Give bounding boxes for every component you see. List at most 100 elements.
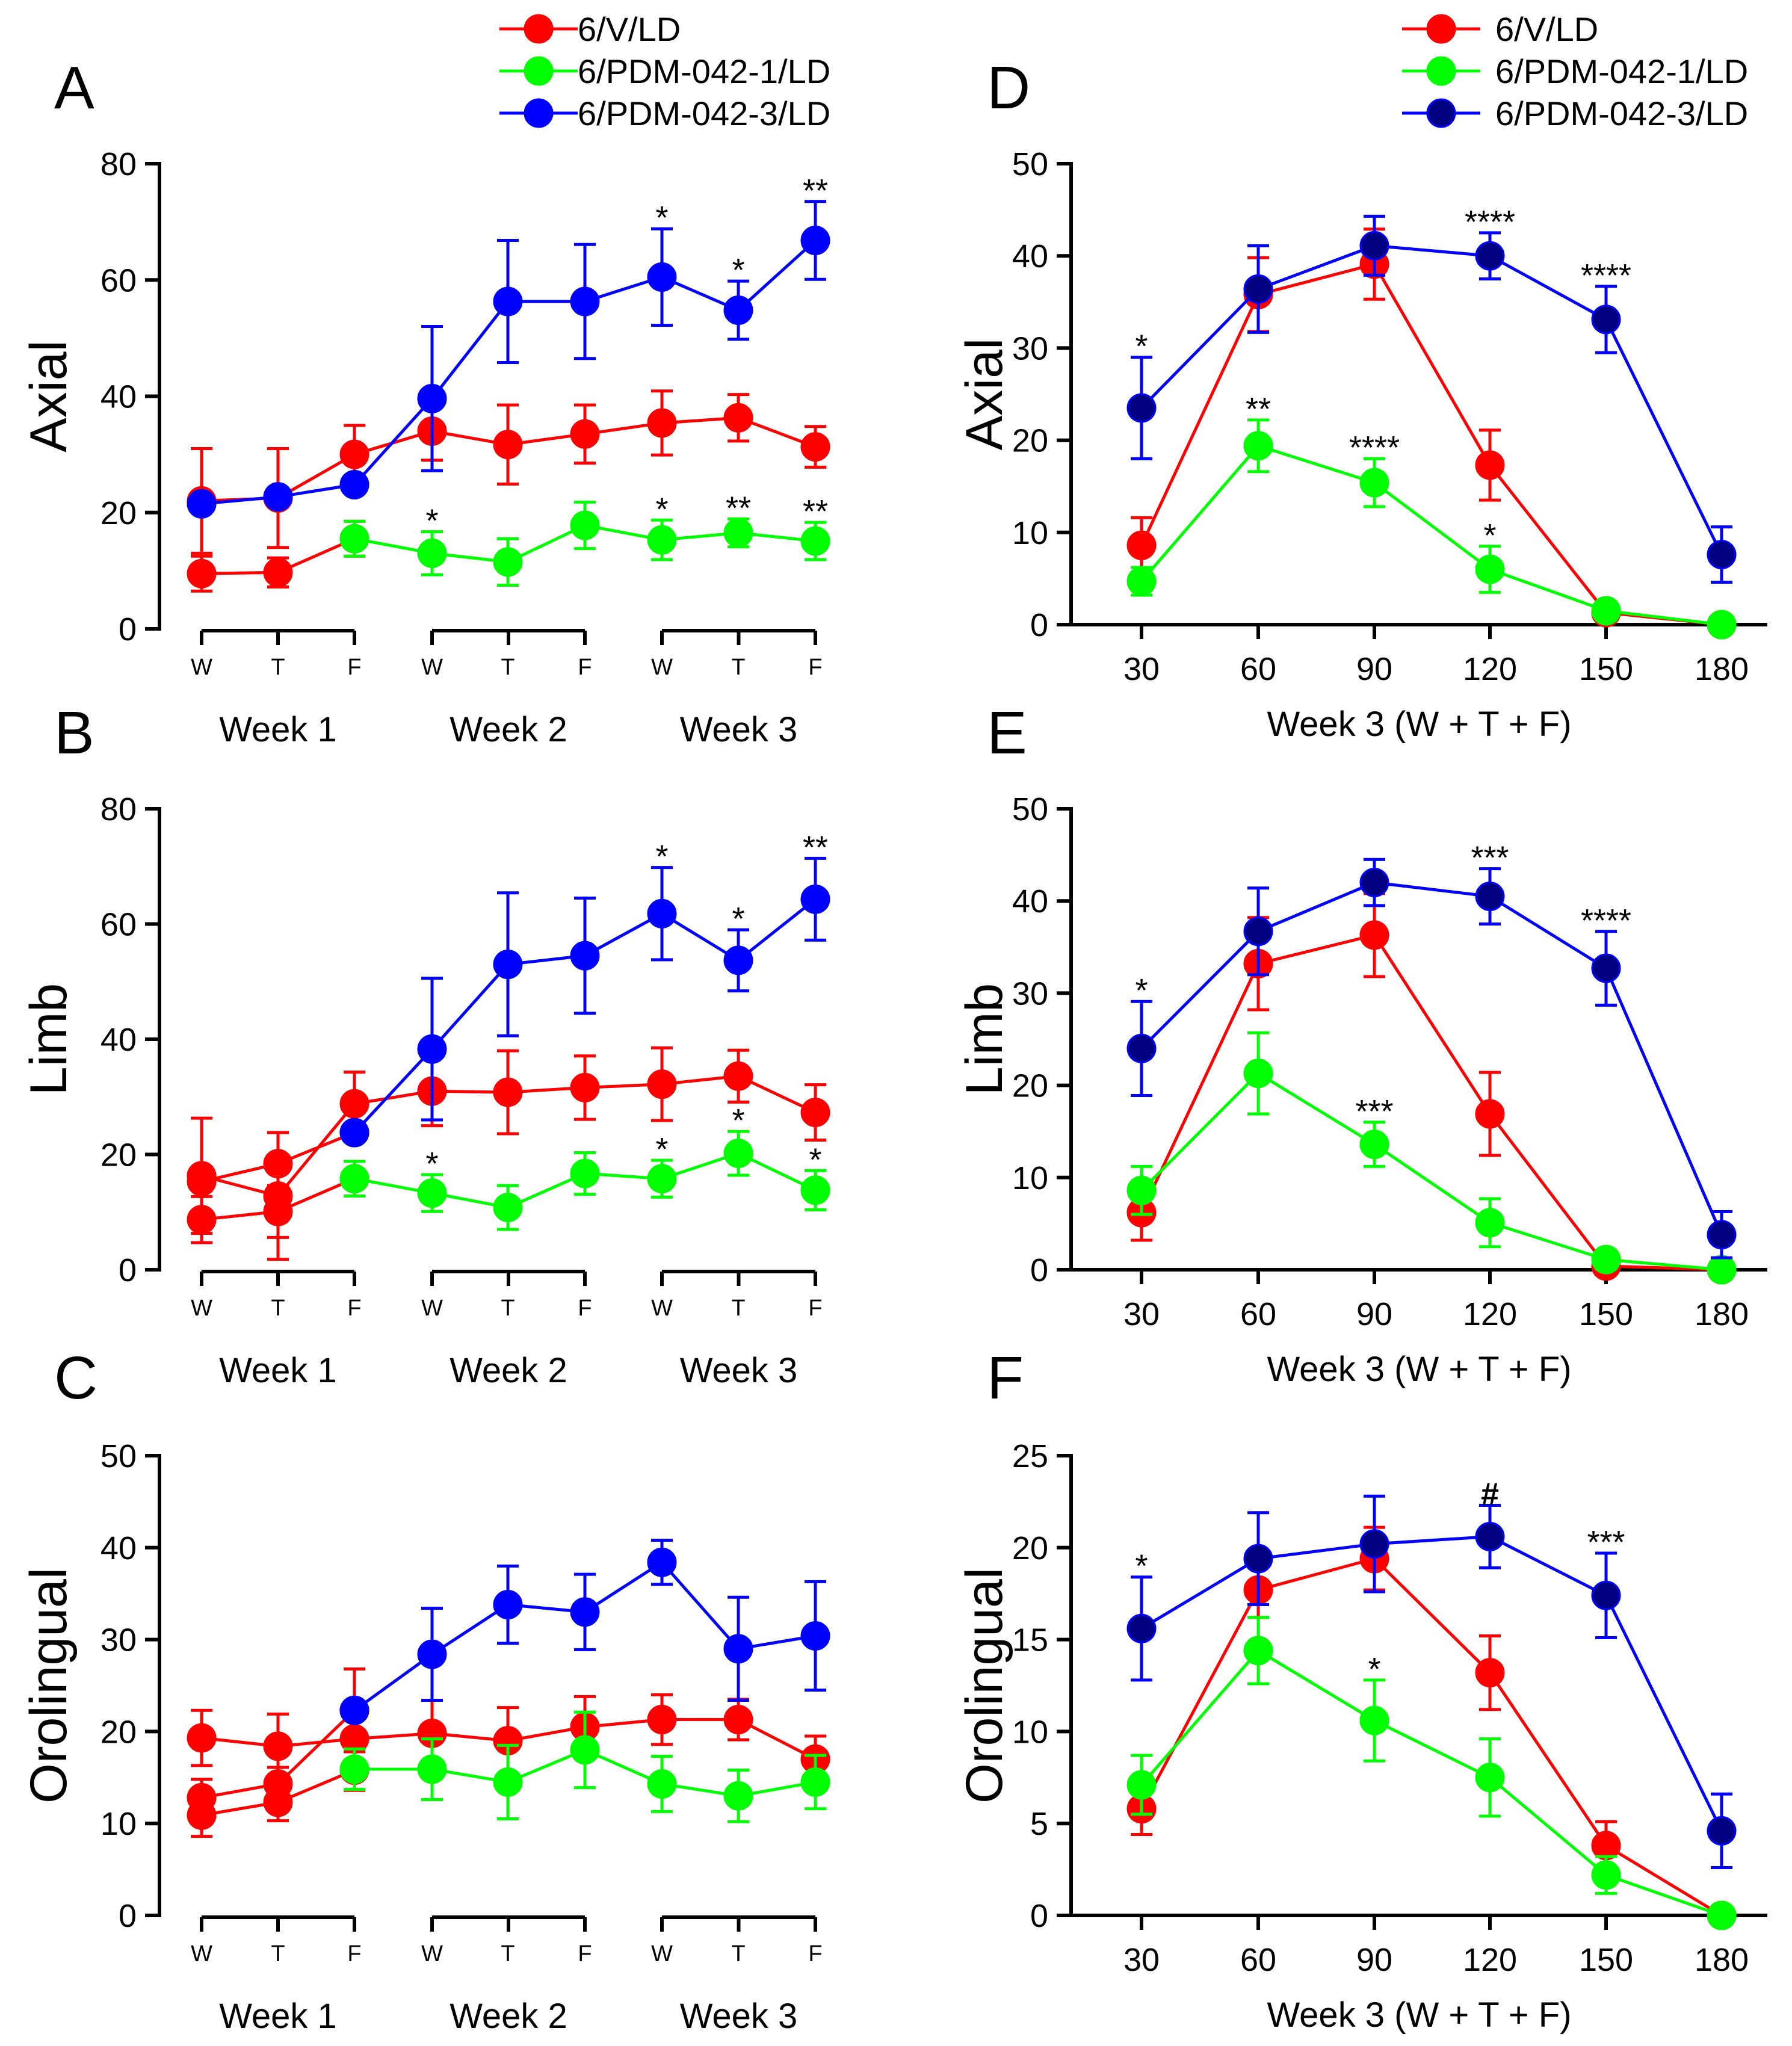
x-tick-label: T [271,1941,285,1967]
data-point [1475,1521,1505,1551]
significance-marker: * [655,200,668,236]
legend: 6/V/LD 6/PDM-042-1/LD 6/PDM-042-3/LD [499,10,830,132]
data-point [570,941,600,971]
x-tick-label: W [191,655,212,680]
week-label: Week 3 [680,710,798,749]
data-point [1243,431,1273,461]
x-tick-label: F [578,1941,592,1967]
x-tick-label: F [347,655,361,680]
data-point [570,1597,600,1627]
data-point [800,526,830,556]
y-tick-label: 25 [1012,1438,1048,1474]
data-point [1359,230,1389,261]
data-point [493,950,523,980]
data-point [1126,566,1157,596]
significance-marker: * [655,491,668,527]
data-point [417,1178,447,1208]
x-axis-label: Week 3 (W + T + F) [1267,1995,1571,2035]
x-tick-label: 150 [1579,1296,1633,1332]
data-point [1707,1900,1737,1930]
significance-marker: *** [1355,1093,1393,1130]
data-point [187,558,217,589]
data-point [187,489,217,519]
y-axis-label: Limb [20,983,78,1095]
legend-marker [1426,98,1456,128]
y-tick-label: 40 [1012,238,1048,274]
y-axis-label: Orolingual [20,1568,78,1803]
panel-letter: F [987,1344,1024,1412]
y-axis-label: Axial [956,338,1013,450]
x-tick-label: F [347,1296,361,1321]
data-point [1243,916,1273,947]
data-point [570,1072,600,1102]
data-point [493,430,523,460]
data-point [1359,468,1389,498]
y-tick-label: 50 [1012,146,1048,182]
y-tick-label: 20 [1012,423,1048,459]
y-tick-label: 20 [100,1714,137,1750]
data-point [1707,1220,1737,1250]
data-point [339,1754,369,1784]
significance-marker: * [1368,1651,1380,1687]
series [187,1693,830,1784]
series-line [1140,933,1722,1272]
data-point [1359,1130,1389,1160]
y-tick-label: 40 [100,1530,137,1566]
significance-marker: ** [726,490,751,526]
y-tick-label: 40 [100,379,137,415]
series-line [1140,1557,1723,1917]
panel-letter: E [987,699,1027,767]
significance-marker: * [1135,1548,1148,1584]
y-axis-label: Limb [956,983,1013,1095]
x-tick-label: W [191,1296,212,1321]
data-point [1243,1544,1273,1574]
data-point [723,945,753,975]
legend-label: 6/PDM-042-1/LD [578,52,830,90]
series [1126,1616,1737,1930]
data-point [417,538,447,568]
panel-b: B 0 20 40 60 80 Limb Week 1 Week 2 Week 3 W T F W T F W T… [20,699,830,1390]
data-point [647,1069,677,1099]
x-tick-label: T [731,655,745,680]
data-point [723,295,753,325]
legend-marker [1426,56,1456,86]
significance-marker: *** [1471,840,1509,876]
x-tick-label: 180 [1695,651,1749,687]
week-label: Week 3 [680,1997,798,2036]
significance-marker: * [732,901,744,937]
y-tick-label: 0 [119,1898,137,1934]
data-point [493,1590,523,1620]
x-tick-label: W [421,1296,443,1321]
data-point [647,1769,677,1799]
data-point [417,383,447,413]
series-line [1140,444,1722,626]
y-tick-label: 60 [100,262,137,298]
data-point [723,1139,753,1169]
data-point [1126,1770,1157,1800]
data-point [723,1634,753,1664]
x-tick-label: T [501,655,514,680]
series [339,500,830,587]
data-point [187,1167,217,1197]
data-point [1591,1860,1621,1890]
series [1126,214,1737,584]
x-tick-label: T [501,1296,514,1321]
series-line [1140,244,1723,555]
significance-marker: * [1135,329,1148,365]
y-tick-label: 10 [100,1806,137,1842]
series [339,1539,830,1725]
panel-c: C 0 10 20 30 40 50 Orolingual Week 1 Week 2 Week 3… [20,1344,830,2036]
x-tick-label: T [731,1941,745,1967]
y-tick-label: 50 [1012,791,1048,827]
x-tick-label: F [578,655,592,680]
data-point [1475,554,1505,584]
legend-label: 6/V/LD [578,10,681,48]
y-tick-label: 20 [1012,1068,1048,1104]
significance-marker: * [732,1102,744,1139]
series-line [1140,1534,1723,1832]
data-point [1591,1580,1621,1610]
data-point [263,482,293,512]
y-tick-label: 10 [1012,1160,1048,1196]
significance-marker: * [655,839,668,875]
